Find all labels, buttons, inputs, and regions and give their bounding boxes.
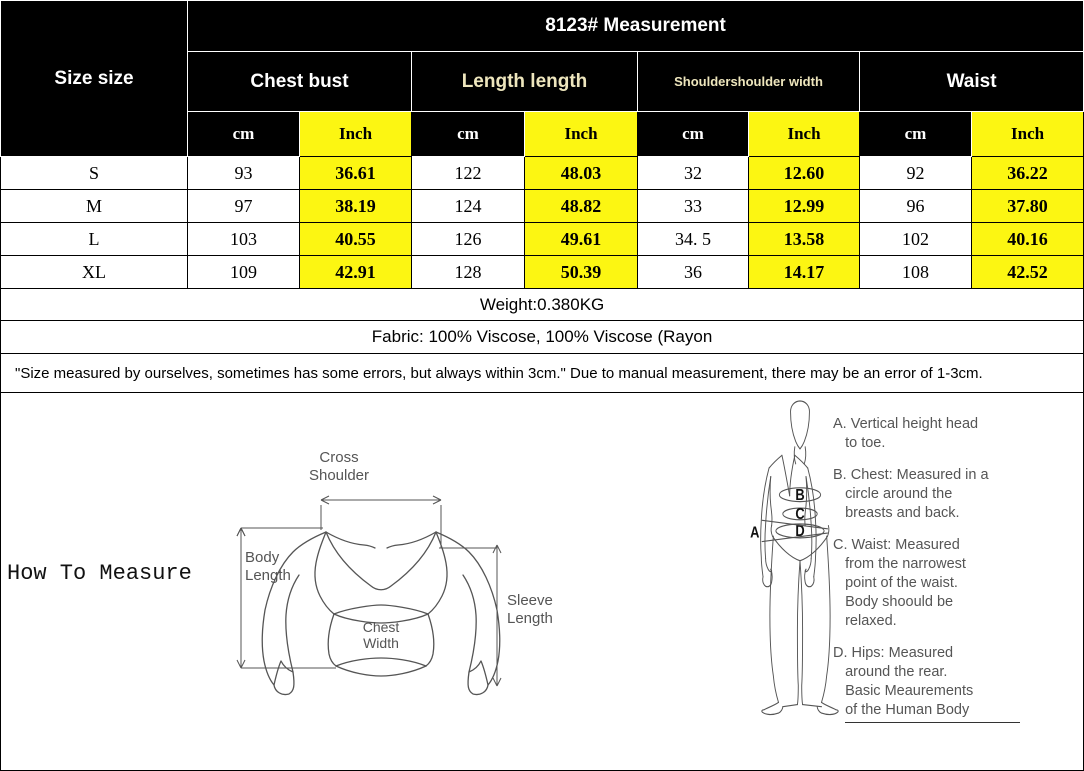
svg-text:Cross: Cross — [319, 449, 358, 466]
svg-text:Body: Body — [245, 549, 280, 566]
svg-text:Shoulder: Shoulder — [309, 467, 369, 484]
svg-text:Length: Length — [245, 567, 291, 584]
svg-text:C: C — [795, 506, 805, 524]
svg-text:Length: Length — [507, 610, 553, 627]
svg-text:B: B — [795, 487, 804, 505]
svg-text:Width: Width — [363, 635, 399, 651]
svg-text:A: A — [750, 524, 760, 542]
svg-text:Sleeve: Sleeve — [507, 592, 553, 609]
svg-text:Chest: Chest — [363, 619, 400, 635]
